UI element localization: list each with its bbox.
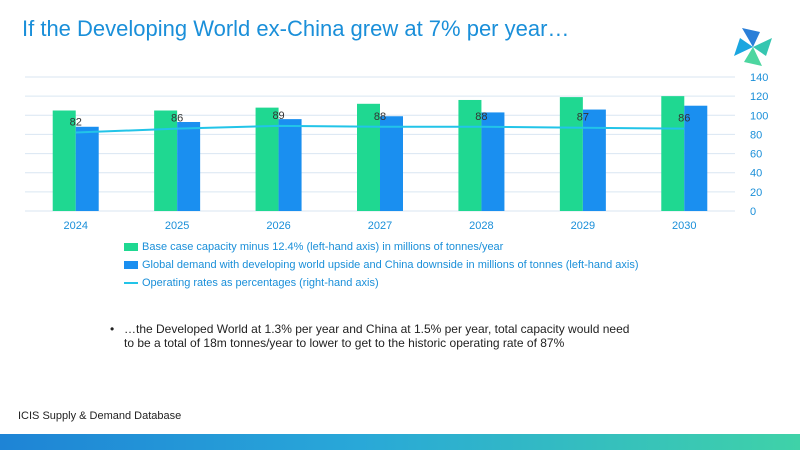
x-tick-label: 2029 [571, 220, 595, 232]
bar-capacity [661, 96, 685, 211]
x-tick-label: 2030 [672, 220, 696, 232]
x-tick-label: 2025 [165, 220, 189, 232]
chart: 0 20 40 60 80 100 120 140 2024 2025 2026 2027 2028 20… [25, 72, 768, 232]
operating-rate-data-label: 88 [374, 111, 386, 123]
bar-capacity [52, 110, 76, 211]
source-footer: ICIS Supply & Demand Database [18, 410, 182, 422]
bar-capacity [357, 103, 380, 211]
operating-rate-data-label: 82 [70, 117, 82, 129]
operating-rate-line [75, 124, 685, 134]
y-tick-label: 60 [750, 149, 762, 161]
logo-blade-2 [753, 38, 772, 56]
legend-label-operating-rate: Operating rates as percentages (right-ha… [142, 277, 379, 289]
legend-swatch-capacity [124, 243, 138, 251]
bullet-marker: • [110, 322, 115, 336]
x-tick-label: 2024 [63, 220, 87, 232]
bar-demand [481, 112, 505, 211]
y-tick-label: 40 [750, 168, 762, 180]
bullet-point: • …the Developed World at 1.3% per year … [110, 322, 630, 350]
bar-demand [582, 109, 606, 211]
y-tick-label: 20 [750, 187, 762, 199]
bar-capacity [154, 110, 178, 211]
bar-capacity [255, 107, 279, 211]
bar-capacity [559, 97, 583, 211]
operating-rate-data-label: 87 [577, 112, 589, 124]
chart-legend: Base case capacity minus 12.4% (left-han… [124, 238, 639, 292]
x-tick-label: 2027 [368, 220, 392, 232]
y-tick-label: 100 [750, 110, 768, 122]
pinwheel-logo-icon [734, 28, 772, 66]
logo-blade-4 [734, 38, 753, 56]
x-tick-label: 2026 [266, 220, 290, 232]
bullet-text: …the Developed World at 1.3% per year an… [124, 322, 630, 350]
page-title: If the Developing World ex-China grew at… [22, 16, 570, 41]
logo-blade-3 [744, 47, 762, 66]
legend-swatch-demand [124, 261, 138, 269]
y-tick-label: 0 [750, 206, 756, 218]
operating-rate-data-label: 86 [171, 113, 183, 125]
legend-item-operating-rate: Operating rates as percentages (right-ha… [124, 274, 639, 292]
bar-demand [278, 119, 302, 211]
y-tick-label: 140 [750, 72, 768, 84]
legend-item-capacity: Base case capacity minus 12.4% (left-han… [124, 238, 639, 256]
y-tick-label: 120 [750, 91, 768, 103]
logo-blade-1 [742, 28, 760, 47]
bar-demand [177, 121, 201, 211]
x-tick-label: 2028 [469, 220, 493, 232]
legend-swatch-operating-rate [124, 282, 138, 284]
bar-demand [75, 126, 99, 211]
legend-label-capacity: Base case capacity minus 12.4% (left-han… [142, 241, 504, 253]
operating-rate-data-label: 88 [475, 111, 487, 123]
bar-demand [684, 105, 708, 211]
operating-rate-data-label: 89 [272, 110, 284, 122]
legend-item-demand: Global demand with developing world upsi… [124, 256, 639, 274]
bar-demand [380, 116, 403, 211]
operating-rate-data-label: 86 [678, 113, 690, 125]
bottom-gradient-bar [0, 434, 800, 450]
legend-label-demand: Global demand with developing world upsi… [142, 259, 639, 271]
y-tick-label: 80 [750, 129, 762, 141]
